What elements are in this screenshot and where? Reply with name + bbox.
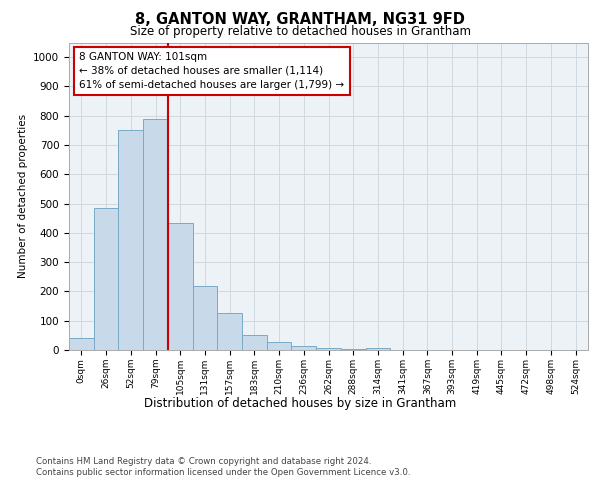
Text: 8 GANTON WAY: 101sqm
← 38% of detached houses are smaller (1,114)
61% of semi-de: 8 GANTON WAY: 101sqm ← 38% of detached h… (79, 52, 344, 90)
Y-axis label: Number of detached properties: Number of detached properties (17, 114, 28, 278)
Bar (94, 208, 118, 350)
Bar (217, 312, 242, 350)
Bar (365, 348, 390, 350)
Bar (267, 342, 292, 350)
Bar (242, 336, 267, 350)
Bar (193, 286, 217, 350)
Bar (69, 338, 94, 350)
Bar (168, 222, 193, 350)
Bar (118, 130, 143, 350)
Text: 8, GANTON WAY, GRANTHAM, NG31 9FD: 8, GANTON WAY, GRANTHAM, NG31 9FD (135, 12, 465, 28)
Bar (143, 118, 168, 350)
Bar (316, 348, 341, 350)
Text: Distribution of detached houses by size in Grantham: Distribution of detached houses by size … (144, 398, 456, 410)
Bar (292, 346, 316, 350)
Text: Contains HM Land Registry data © Crown copyright and database right 2024.
Contai: Contains HM Land Registry data © Crown c… (36, 458, 410, 477)
Text: Size of property relative to detached houses in Grantham: Size of property relative to detached ho… (130, 25, 470, 38)
